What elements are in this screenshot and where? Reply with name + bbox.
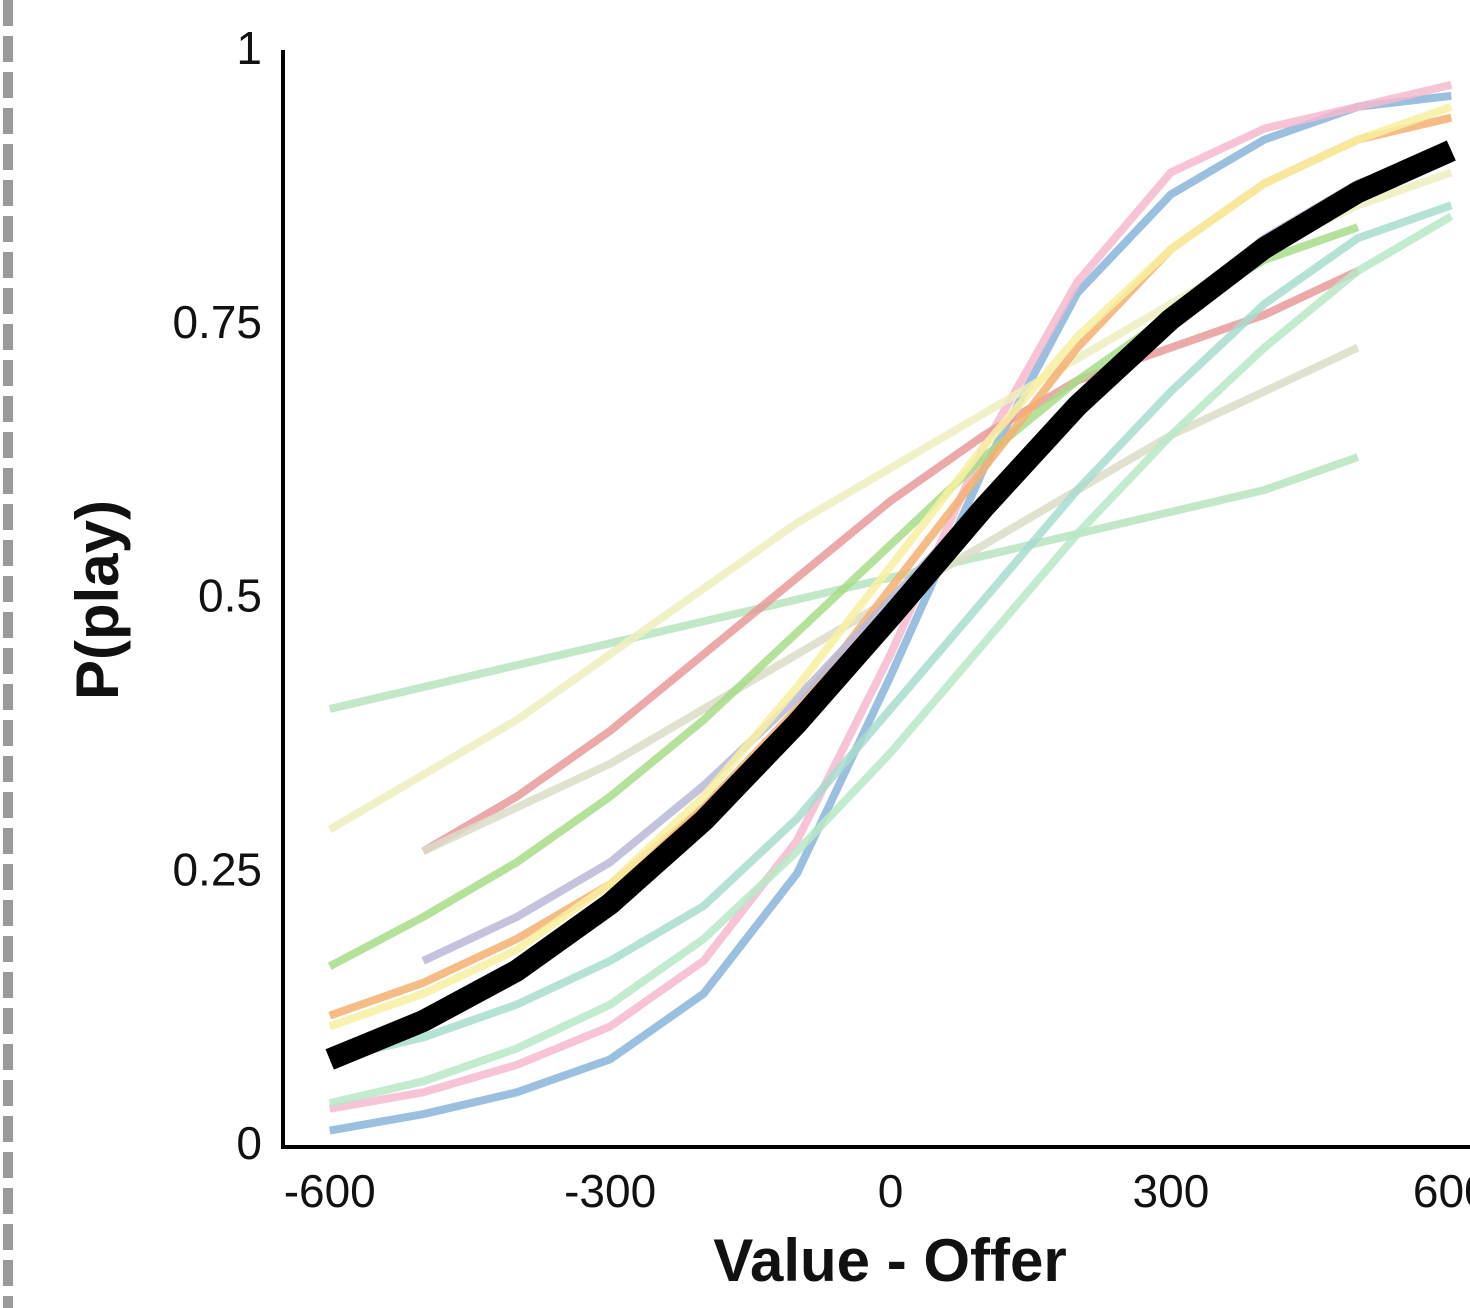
y-axis-title: P(play) [64,500,131,700]
y-tick-label: 0 [236,1117,262,1169]
y-tick-label: 0.5 [198,570,262,622]
x-tick-label: 0 [878,1165,904,1217]
series-line [329,81,1453,1113]
lines [325,81,1456,1135]
x-axis-title: Value - Offer [713,1227,1066,1294]
y-tick-label: 0.25 [172,843,262,895]
series-line [421,267,1360,855]
x-tick-label: -600 [284,1165,376,1217]
y-tick-label: 1 [236,22,262,74]
series-line [328,201,1453,1064]
y-tick-label: 0.75 [172,296,262,348]
series-line [329,91,1452,1135]
series-line [328,212,1454,1108]
x-tick-label: -300 [564,1165,656,1217]
x-tick-label: 300 [1133,1165,1210,1217]
series-line [328,103,1453,1031]
x-tick-label: 600 [1413,1165,1470,1217]
series-line [325,140,1456,1070]
